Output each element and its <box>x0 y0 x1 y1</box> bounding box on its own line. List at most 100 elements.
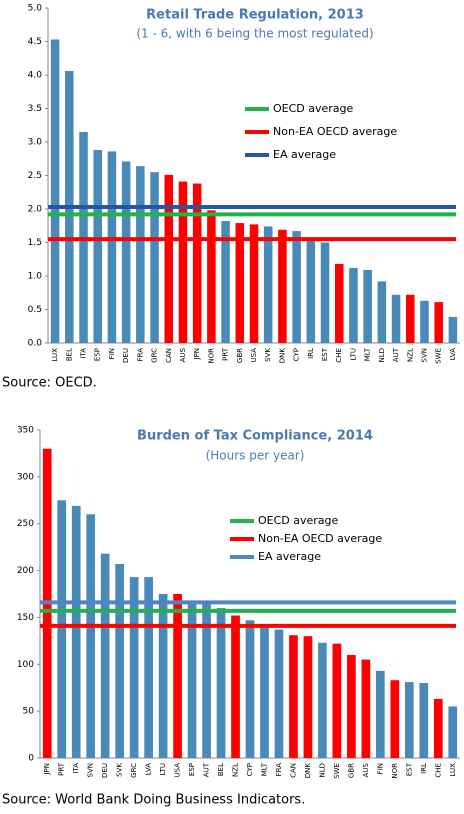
bar <box>334 263 344 343</box>
bar <box>420 300 429 343</box>
x-tick-label: IRL <box>307 348 315 359</box>
x-tick-label: NLD <box>378 348 386 363</box>
bar <box>249 224 259 343</box>
y-tick-label: 3.0 <box>28 138 43 148</box>
x-tick-label: FIN <box>376 763 384 774</box>
x-tick-label: PRT <box>58 762 66 776</box>
y-tick-label: 200 <box>17 566 34 576</box>
x-tick-label: NLD <box>318 763 326 778</box>
x-tick-label: NOR <box>207 348 215 364</box>
legend-label: OECD average <box>273 102 354 115</box>
x-tick-label: IRL <box>420 763 428 774</box>
x-tick-label: FRA <box>275 763 283 777</box>
bar <box>390 680 400 758</box>
x-tick-label: LTU <box>159 763 167 775</box>
y-tick-label: 1.0 <box>28 272 43 282</box>
x-tick-label: SVN <box>87 763 95 777</box>
x-tick-label: ESP <box>94 348 102 361</box>
bar <box>57 500 67 758</box>
bar <box>404 682 414 758</box>
bar <box>231 615 240 758</box>
x-tick-label: AUT <box>203 762 211 777</box>
source-note: Source: OECD. <box>2 376 97 391</box>
x-tick-label: FIN <box>108 348 116 359</box>
x-tick-label: GRC <box>151 348 159 363</box>
x-tick-label: CYP <box>293 348 301 361</box>
y-tick-label: 5.0 <box>28 4 43 14</box>
bar <box>136 166 145 343</box>
bar <box>349 267 358 343</box>
bar <box>274 629 284 758</box>
bar <box>100 553 110 758</box>
chart-subtitle: (Hours per year) <box>206 449 305 463</box>
x-tick-label: LUX <box>449 763 457 777</box>
x-tick-label: SVN <box>420 348 428 362</box>
x-tick-label: NZL <box>406 348 414 362</box>
bar <box>178 181 188 343</box>
bar <box>434 302 443 343</box>
bar <box>306 239 316 343</box>
bar <box>93 150 102 343</box>
bar <box>347 654 356 758</box>
bar <box>320 242 330 343</box>
x-tick-label: NZL <box>232 763 240 777</box>
y-tick-label: 50 <box>23 707 35 717</box>
x-tick-label: BEL <box>217 763 225 776</box>
bar <box>86 514 96 758</box>
x-tick-label: AUS <box>362 762 370 777</box>
x-tick-label: DNK <box>304 763 312 779</box>
x-tick-label: SWE <box>333 763 341 779</box>
bar <box>173 594 182 758</box>
bar <box>115 564 124 758</box>
x-tick-label: SVK <box>116 763 124 777</box>
bar <box>129 577 139 758</box>
x-tick-label: USA <box>174 763 182 778</box>
bar <box>192 183 202 343</box>
chart-title: Retail Trade Regulation, 2013 <box>146 8 364 23</box>
legend-label: Non-EA OECD average <box>273 125 397 138</box>
bar <box>448 316 458 343</box>
bar <box>303 636 313 758</box>
y-tick-label: 100 <box>17 660 34 670</box>
x-tick-label: SWE <box>435 348 443 364</box>
x-tick-label: MLT <box>260 762 268 776</box>
y-tick-label: 2.0 <box>28 205 43 215</box>
x-tick-label: LVA <box>145 763 153 775</box>
x-tick-label: AUT <box>392 347 400 362</box>
bar <box>318 642 327 758</box>
x-tick-label: MLT <box>364 347 372 361</box>
y-tick-label: 4.5 <box>28 37 42 47</box>
bar <box>71 505 81 758</box>
bar <box>419 683 429 758</box>
bar <box>202 602 211 758</box>
x-tick-label: LUX <box>51 348 59 362</box>
source-note: Source: World Bank Doing Business Indica… <box>2 793 305 808</box>
bar <box>376 670 385 758</box>
x-tick-label: DEU <box>122 348 130 363</box>
y-tick-label: 2.5 <box>28 171 42 181</box>
x-tick-label: EST <box>405 762 413 776</box>
x-tick-label: LVA <box>449 348 457 360</box>
bar <box>278 229 287 343</box>
bar <box>448 706 458 758</box>
bar <box>260 627 269 758</box>
x-tick-label: GBR <box>347 763 355 778</box>
legend-label: EA average <box>258 550 321 563</box>
chart-title: Burden of Tax Compliance, 2014 <box>137 429 373 444</box>
x-tick-label: GRC <box>130 763 138 778</box>
y-tick-label: 150 <box>17 613 34 623</box>
y-tick-label: 3.5 <box>28 104 42 114</box>
x-tick-label: GBR <box>236 348 244 363</box>
bar <box>144 577 153 758</box>
chart-subtitle: (1 - 6, with 6 being the most regulated) <box>136 27 373 41</box>
bar <box>221 221 230 343</box>
bar <box>121 161 131 343</box>
x-tick-label: ITA <box>72 763 80 774</box>
x-tick-label: AUS <box>179 347 187 362</box>
legend-label: OECD average <box>258 514 339 527</box>
x-tick-label: ITA <box>80 348 88 359</box>
bar <box>332 643 342 758</box>
bar <box>391 294 401 343</box>
bar <box>263 226 273 343</box>
x-tick-label: ESP <box>188 763 196 776</box>
